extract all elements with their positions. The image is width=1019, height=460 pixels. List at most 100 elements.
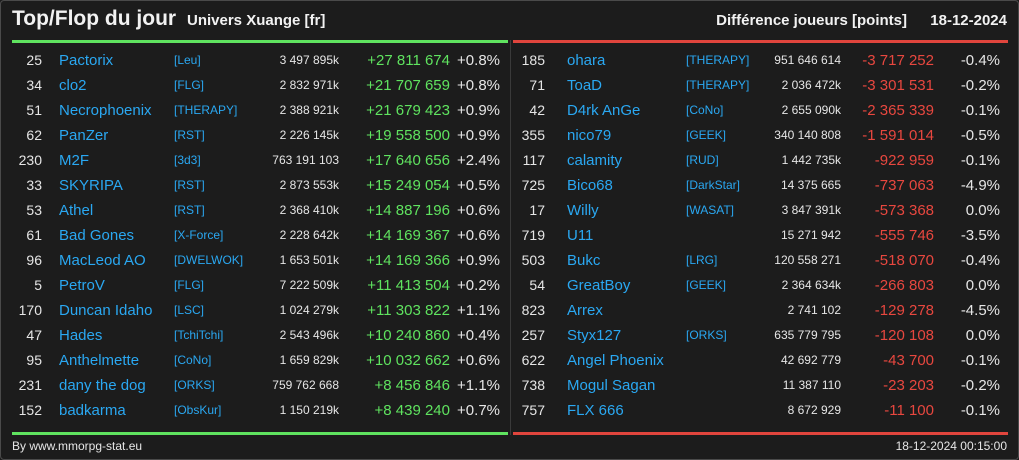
player-rank: 823 (521, 302, 545, 318)
player-name-link[interactable]: M2F (59, 152, 89, 169)
top-row: 61 Bad Gones [X-Force] 2 228 642k +14 169 36… (12, 223, 508, 248)
player-name-link[interactable]: dany the dog (59, 377, 146, 394)
alliance-tag-link[interactable]: [LRG] (686, 253, 718, 267)
player-rank: 42 (529, 102, 545, 118)
player-name-link[interactable]: Arrex (567, 302, 603, 319)
column-divider (510, 40, 511, 435)
alliance-tag-link[interactable]: [FLG] (174, 78, 205, 92)
player-rank: 725 (521, 177, 545, 193)
alliance-tag-link[interactable]: [DarkStar] (686, 178, 741, 192)
alliance-tag-link[interactable]: [TchiTchi] (174, 328, 224, 342)
alliance-tag-link[interactable]: [ObsKur] (174, 403, 222, 417)
player-points: 1 659 829k (279, 353, 339, 367)
points-difference: +10 240 860 (366, 327, 450, 344)
player-name-link[interactable]: Athel (59, 202, 94, 219)
player-name-link[interactable]: Pactorix (59, 52, 114, 69)
player-points: 2 226 145k (279, 128, 339, 142)
points-difference: +21 707 659 (366, 77, 450, 94)
points-difference: +10 032 662 (366, 352, 450, 369)
alliance-tag-link[interactable]: [RUD] (686, 153, 719, 167)
bottom-divider-red (513, 432, 1008, 435)
player-name-link[interactable]: Angel Phoenix (567, 352, 664, 369)
alliance-tag-link[interactable]: [ORKS] (174, 378, 215, 392)
points-difference: -3 301 531 (862, 77, 934, 94)
player-name-link[interactable]: ToaD (567, 77, 603, 94)
alliance-tag-link[interactable]: [WASAT] (686, 203, 734, 217)
player-points: 2 368 410k (279, 203, 339, 217)
bottom-divider-green (12, 432, 508, 435)
points-difference: -2 365 339 (862, 102, 934, 119)
player-rank: 71 (529, 77, 545, 93)
alliance-tag-link[interactable]: [FLG] (174, 278, 205, 292)
player-name-link[interactable]: Anthelmette (59, 352, 140, 369)
top-row: 47 Hades [TchiTchi] 2 543 496k +10 240 860 +0… (12, 323, 508, 348)
alliance-tag-link[interactable]: [3d3] (174, 153, 201, 167)
player-name-link[interactable]: FLX 666 (567, 402, 624, 419)
alliance-tag-link[interactable]: [ORKS] (686, 328, 727, 342)
alliance-tag-link[interactable]: [THERAPY] (686, 53, 750, 67)
flop-row: 54 GreatBoy [GEEK] 2 364 634k -266 803 0.0% (513, 273, 1008, 298)
player-name-link[interactable]: Willy (567, 202, 599, 219)
alliance-tag-link[interactable]: [RST] (174, 203, 205, 217)
player-name-link[interactable]: ohara (567, 52, 606, 69)
player-name-link[interactable]: Mogul Sagan (567, 377, 656, 394)
player-name-link[interactable]: Bukc (567, 252, 601, 269)
player-name-link[interactable]: D4rk AnGe (567, 102, 641, 119)
percent-change: +0.8% (457, 52, 500, 69)
header-date: 18-12-2024 (930, 12, 1007, 29)
player-rank: 152 (18, 402, 42, 418)
header: Top/Flop du jour Univers Xuange [fr] Dif… (1, 1, 1018, 37)
alliance-tag-link[interactable]: [CoNo] (174, 353, 212, 367)
player-name-link[interactable]: PetroV (59, 277, 105, 294)
player-name-link[interactable]: Styx127 (567, 327, 622, 344)
player-name-link[interactable]: U11 (567, 227, 594, 244)
alliance-tag-link[interactable]: [X-Force] (174, 228, 224, 242)
points-difference: -518 070 (874, 252, 934, 269)
percent-change: +2.4% (457, 152, 500, 169)
alliance-tag-link[interactable]: [THERAPY] (686, 78, 750, 92)
player-rank: 355 (521, 127, 545, 143)
alliance-tag-link[interactable]: [CoNo] (686, 103, 724, 117)
player-name-link[interactable]: nico79 (567, 127, 612, 144)
percent-change: -4.9% (960, 177, 1000, 194)
player-points: 42 692 779 (780, 353, 841, 367)
alliance-tag-link[interactable]: [Leu] (174, 53, 201, 67)
percent-change: +0.5% (457, 177, 500, 194)
player-name-link[interactable]: badkarma (59, 402, 126, 419)
alliance-tag-link[interactable]: [RST] (174, 128, 205, 142)
player-name-link[interactable]: Hades (59, 327, 103, 344)
flop-row: 117 calamity [RUD] 1 442 735k -922 959 -0.1% (513, 148, 1008, 173)
player-points: 951 646 614 (774, 53, 841, 67)
player-name-link[interactable]: Bico68 (567, 177, 613, 194)
player-rank: 34 (26, 77, 42, 93)
points-difference: +11 413 504 (367, 277, 450, 294)
player-rank: 117 (522, 152, 545, 168)
percent-change: +1.1% (457, 377, 500, 394)
percent-change: +0.8% (457, 77, 500, 94)
percent-change: 0.0% (965, 277, 1000, 294)
alliance-tag-link[interactable]: [RST] (174, 178, 205, 192)
flop-row: 185 ohara [THERAPY] 951 646 614 -3 717 252 -0… (513, 48, 1008, 73)
alliance-tag-link[interactable]: [GEEK] (686, 278, 727, 292)
player-points: 2 873 553k (279, 178, 339, 192)
player-name-link[interactable]: calamity (567, 152, 623, 169)
player-name-link[interactable]: MacLeod AO (59, 252, 146, 269)
player-name-link[interactable]: Necrophoenix (59, 102, 152, 119)
player-name-link[interactable]: clo2 (59, 77, 87, 94)
player-rank: 170 (18, 302, 42, 318)
player-name-link[interactable]: GreatBoy (567, 277, 631, 294)
top-row: 51 Necrophoenix [THERAPY] 2 388 921k +21 679… (12, 98, 508, 123)
player-rank: 96 (26, 252, 42, 268)
alliance-tag-link[interactable]: [THERAPY] (174, 103, 238, 117)
alliance-tag-link[interactable]: [DWELWOK] (174, 253, 244, 267)
flop-row: 503 Bukc [LRG] 120 558 271 -518 070 -0.4% (513, 248, 1008, 273)
percent-change: +0.9% (457, 127, 500, 144)
player-name-link[interactable]: PanZer (59, 127, 109, 144)
alliance-tag-link[interactable]: [LSC] (174, 303, 205, 317)
player-name-link[interactable]: Bad Gones (59, 227, 135, 244)
alliance-tag-link[interactable]: [GEEK] (686, 128, 727, 142)
player-name-link[interactable]: Duncan Idaho (59, 302, 153, 319)
player-points: 2 655 090k (781, 103, 841, 117)
player-name-link[interactable]: SKYRIPA (59, 177, 123, 194)
player-points: 759 762 668 (272, 378, 339, 392)
